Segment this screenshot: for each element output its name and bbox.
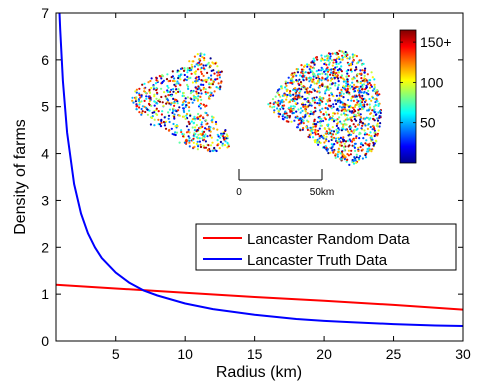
scale-bar: 0 50km <box>236 169 334 198</box>
x-tick-label: 5 <box>112 346 120 362</box>
y-tick-label: 3 <box>41 192 49 208</box>
series-layer <box>56 13 463 327</box>
legend-box <box>195 223 457 271</box>
series-line-random <box>56 283 463 311</box>
x-tick-label: 10 <box>177 346 193 362</box>
series-line-truth <box>58 13 463 327</box>
y-tick-label: 0 <box>41 333 49 349</box>
colorbar: 150+ 100 50 <box>399 29 452 164</box>
colorbar-gradient <box>399 29 417 164</box>
scale-bar-label-start: 0 <box>236 187 242 198</box>
farm-map-inset: 0 50km 150+ 100 50 <box>131 29 452 198</box>
scale-bar-label-end: 50km <box>310 187 334 198</box>
x-axis-label: Radius (km) <box>216 364 302 381</box>
y-tick-label: 7 <box>41 5 49 21</box>
y-tick-label: 6 <box>41 52 49 68</box>
x-tick-label: 15 <box>247 346 263 362</box>
colorbar-tick-label: 50 <box>420 115 436 131</box>
axes: 5 10 15 20 25 30 0 1 2 3 4 5 6 7 <box>41 5 471 362</box>
y-axis-label: Density of farms <box>12 119 29 235</box>
y-tick-label: 1 <box>41 286 49 302</box>
x-tick-label: 25 <box>386 346 402 362</box>
y-tick-label: 5 <box>41 99 49 115</box>
y-tick-label: 4 <box>41 146 49 162</box>
legend-label-truth: Lancaster Truth Data <box>247 252 388 269</box>
legend: Lancaster Random Data Lancaster Truth Da… <box>195 223 457 271</box>
x-tick-label: 20 <box>316 346 332 362</box>
axes-frame <box>55 12 464 342</box>
colorbar-tick-label: 150+ <box>420 34 452 50</box>
y-tick-label: 2 <box>41 239 49 255</box>
plot-area <box>56 13 463 341</box>
farm-density-scatter <box>131 49 382 166</box>
legend-label-random: Lancaster Random Data <box>247 231 410 248</box>
colorbar-tick-label: 100 <box>420 74 444 90</box>
x-tick-label: 30 <box>455 346 471 362</box>
